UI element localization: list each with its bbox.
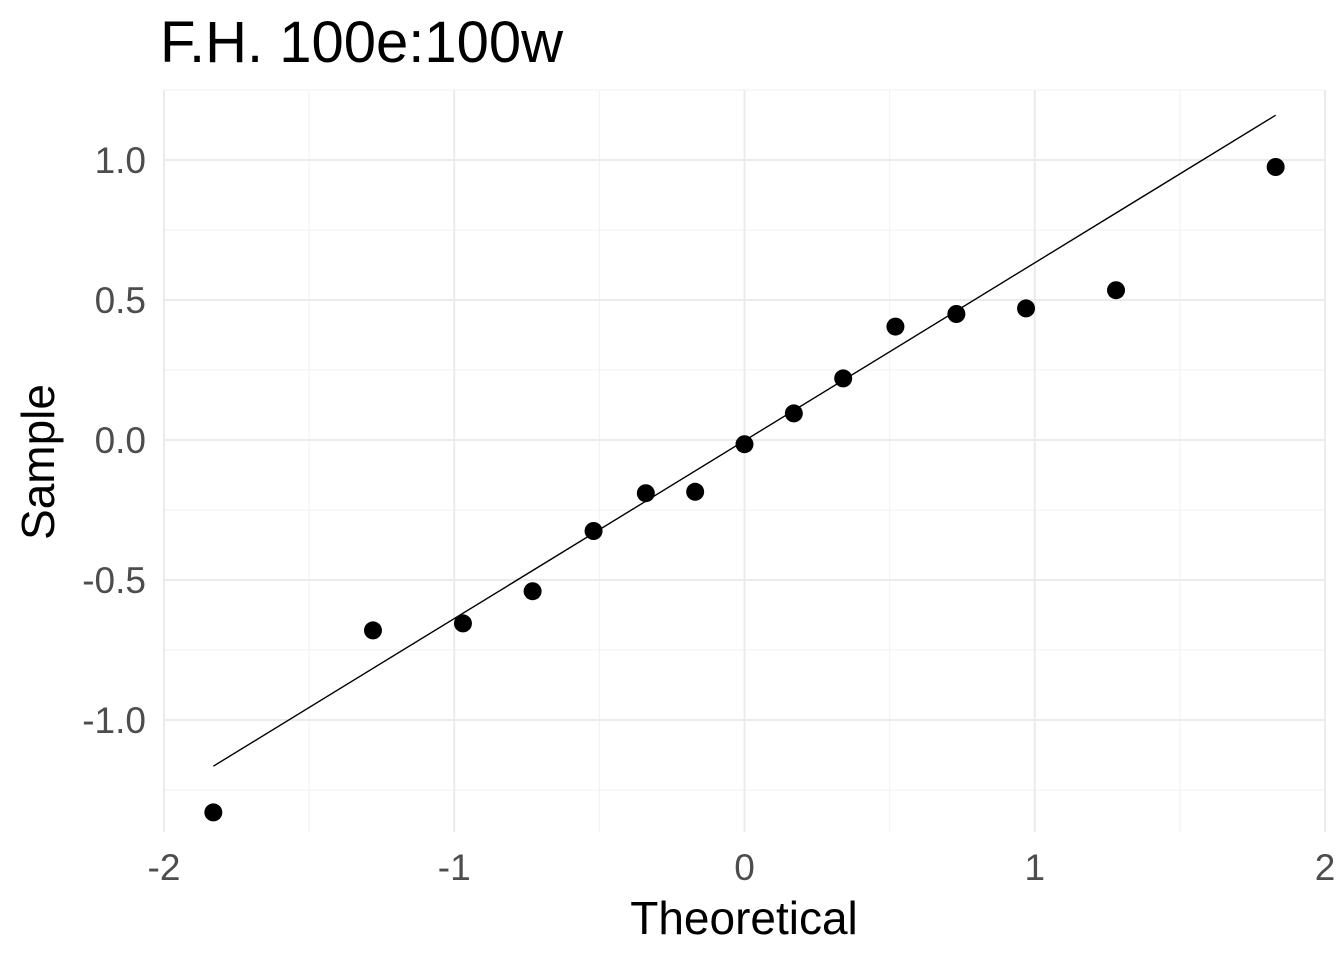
y-tick-label: 1.0 [95, 140, 146, 181]
x-tick-label: -1 [438, 847, 471, 888]
data-point [1017, 299, 1036, 318]
data-point [363, 621, 382, 640]
data-point [204, 803, 223, 822]
y-tick-label: -0.5 [82, 560, 146, 601]
data-point [584, 522, 603, 540]
y-tick-label: 0.0 [95, 420, 146, 461]
data-point [686, 482, 705, 501]
data-point [947, 305, 966, 323]
y-axis-tick-labels: -1.0 -0.5 0.0 0.5 1.0 [82, 140, 146, 741]
x-axis-tick-labels: -2 -1 0 1 2 [148, 847, 1336, 888]
data-point [886, 317, 905, 336]
y-tick-label: -1.0 [82, 700, 146, 741]
data-point [735, 435, 754, 454]
data-point [523, 582, 542, 601]
data-point [834, 369, 853, 388]
data-point [453, 614, 472, 633]
data-point [1107, 281, 1126, 300]
y-tick-label: 0.5 [95, 280, 146, 321]
x-tick-label: 1 [1024, 847, 1045, 888]
x-axis-title: Theoretical [630, 892, 858, 944]
chart-title: F.H. 100e:100w [160, 10, 564, 75]
data-point [636, 484, 655, 503]
data-point [784, 404, 803, 423]
data-point [1266, 158, 1285, 176]
x-tick-label: 2 [1315, 847, 1336, 888]
x-tick-label: -2 [148, 847, 181, 888]
x-tick-label: 0 [734, 847, 755, 888]
data-points [204, 158, 1285, 822]
y-axis-title: Sample [12, 384, 64, 540]
